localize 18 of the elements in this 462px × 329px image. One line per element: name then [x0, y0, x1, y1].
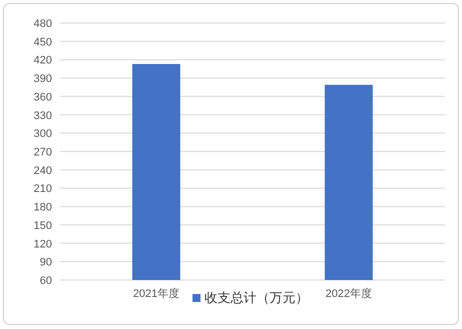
y-tick-label: 450 [34, 36, 52, 48]
y-tick-label: 150 [34, 220, 52, 232]
x-tick-label: 2022年度 [326, 287, 372, 300]
y-tick-label: 210 [34, 183, 52, 196]
y-tick-label: 480 [34, 18, 52, 30]
y-tick-label: 360 [34, 91, 52, 104]
y-tick-label: 420 [34, 54, 52, 67]
y-tick-label: 300 [34, 128, 52, 140]
y-tick-label: 180 [34, 202, 52, 214]
legend-label: 收支总计（万元） [204, 290, 308, 305]
y-tick-label: 120 [34, 238, 52, 250]
y-tick-label: 90 [40, 256, 52, 269]
y-tick-label: 330 [34, 110, 52, 122]
y-tick-label: 240 [34, 164, 52, 177]
y-tick-label: 390 [34, 73, 52, 86]
y-tick-label: 60 [40, 275, 52, 287]
x-tick-label: 2021年度 [133, 287, 180, 300]
y-tick-label: 270 [34, 146, 52, 158]
